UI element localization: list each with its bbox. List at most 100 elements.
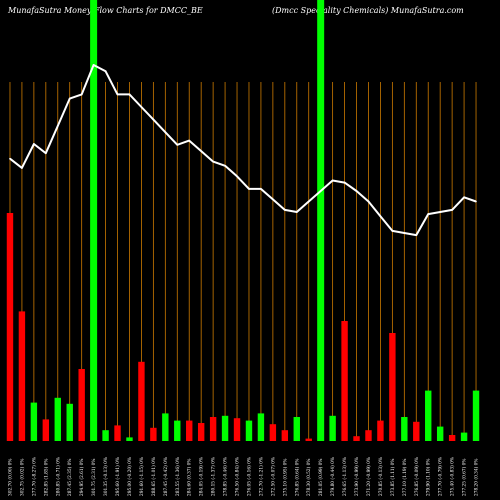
x-tick-label: 272.70 (-1.21) 0% (259, 457, 264, 496)
money-flow-bar (186, 420, 193, 441)
x-tick-label: 301.35 (-0.13) 0% (104, 457, 109, 496)
money-flow-bar (436, 426, 444, 441)
x-tick-label: 295.60 (-1.91) 0% (116, 457, 121, 496)
x-tick-label: 277.10 (1.19) 0% (403, 458, 408, 496)
x-tick-label: 278.85 (-0.46) 0% (224, 457, 229, 496)
money-flow-bar (30, 402, 38, 441)
money-flow-bar (341, 321, 348, 441)
price-point (45, 152, 47, 154)
money-flow-bar (377, 420, 384, 441)
price-point (343, 181, 346, 184)
money-flow-bar (114, 425, 121, 441)
money-flow-bar (245, 420, 253, 441)
x-tick-labels: 302.70 (0.00) 0% 302.75 (0.02) 0% 277.70 (… (8, 457, 479, 496)
money-flow-bar (42, 419, 50, 441)
x-tick-label: 294.95 (2.61) 0% (80, 458, 85, 496)
x-tick-label: 277.70 (-0.79) 0% (439, 457, 444, 496)
money-flow-bar (126, 437, 133, 441)
price-point (427, 213, 430, 215)
price-point (367, 200, 370, 203)
x-tick-label: 276.85 (0.64) 0% (295, 458, 300, 496)
price-point (9, 157, 11, 160)
price-point (379, 215, 382, 217)
x-tick-label: 275.10 (0.95) 0% (283, 458, 288, 496)
price-point (451, 209, 453, 211)
money-flow-bar (389, 333, 396, 441)
highlight-band (90, 0, 98, 441)
x-tick-label: 278.30 (0.52) 0% (307, 458, 312, 496)
money-flow-bars (6, 213, 480, 441)
money-flow-bar (197, 423, 205, 441)
money-flow-bar (66, 403, 73, 441)
price-point (331, 179, 334, 182)
price-point (92, 64, 95, 66)
money-flow-bar (6, 213, 14, 441)
x-tick-label: 281.05 (0.99) 0% (319, 458, 324, 496)
price-point (319, 190, 322, 192)
price-point (33, 143, 35, 145)
price-point (224, 165, 226, 167)
money-flow-bar (90, 323, 97, 441)
money-flow-bar (353, 436, 360, 441)
price-point (248, 188, 250, 190)
x-tick-label: 272.50 (-0.07) 0% (271, 457, 276, 496)
x-tick-label: 270.85 (-0.13) 0% (379, 457, 384, 496)
price-line-group (9, 64, 477, 237)
price-point (140, 106, 143, 108)
x-tick-label: 287.45 (2.35) 0% (68, 458, 73, 496)
x-tick-label: 302.75 (0.02) 0% (20, 458, 25, 496)
x-tick-label: 302.70 (0.00) 0% (8, 458, 13, 496)
x-tick-label: 280.85 (-0.71) 0% (56, 457, 61, 496)
price-point (260, 188, 262, 190)
money-flow-bar (472, 390, 480, 441)
price-point (164, 131, 167, 133)
price-point (475, 200, 477, 203)
money-flow-bar (233, 418, 241, 441)
money-flow-bar (413, 421, 420, 441)
price-point (128, 93, 131, 96)
price-point (80, 93, 83, 96)
price-point (152, 118, 155, 121)
money-flow-bar (150, 427, 157, 441)
money-flow-bar (162, 413, 169, 441)
money-flow-bar (102, 430, 109, 441)
grid-lines (9, 82, 477, 441)
money-flow-bar (221, 415, 229, 441)
money-flow-bar (329, 415, 336, 441)
money-flow-bar (209, 417, 217, 441)
money-flow-bar (18, 311, 26, 441)
x-tick-label: 284.60 (0.37) 0% (188, 458, 193, 496)
money-flow-bar (425, 390, 432, 441)
x-tick-label: 276.05 (-0.16) 0% (247, 457, 252, 496)
price-point (188, 139, 191, 142)
chart-subtitle: (Dmcc Speciality Chemicals) MunafaSutra.… (272, 6, 464, 15)
x-tick-label: 275.40 (-0.83) 0% (451, 457, 456, 496)
money-flow-bar (78, 369, 85, 441)
highlight-band (317, 0, 325, 441)
price-point (212, 160, 214, 163)
price-point (295, 211, 298, 213)
price-point (21, 167, 23, 169)
x-tick-label: 295.00 (-0.20) 0% (128, 457, 133, 496)
x-tick-label: 287.45 (-0.42) 0% (164, 457, 169, 496)
highlight-bands (90, 0, 325, 441)
price-point (415, 234, 418, 236)
x-tick-label: 288.65 (-1.01) 0% (152, 457, 157, 496)
money-flow-bar (269, 424, 277, 441)
x-tick-label: 283.55 (-1.36) 0% (176, 457, 181, 496)
money-flow-bar (281, 430, 289, 441)
x-tick-label: 273.90 (-0.99) 0% (355, 457, 360, 496)
money-flow-bar (401, 417, 408, 441)
price-point (104, 70, 107, 73)
x-tick-label: 282.85 (1.85) 0% (44, 458, 49, 496)
x-tick-label: 301.75 (2.31) 0% (92, 458, 97, 496)
money-flow-bar (138, 361, 145, 441)
x-tick-label: 278.20 (0.34) 0% (475, 458, 480, 496)
x-tick-label: 280.15 (-1.37) 0% (212, 457, 217, 496)
x-tick-label: 276.85 (-0.09) 0% (415, 457, 420, 496)
money-flow-bar (460, 432, 468, 441)
money-flow-bar (174, 420, 181, 441)
price-point (200, 150, 202, 152)
price-point (56, 125, 59, 127)
